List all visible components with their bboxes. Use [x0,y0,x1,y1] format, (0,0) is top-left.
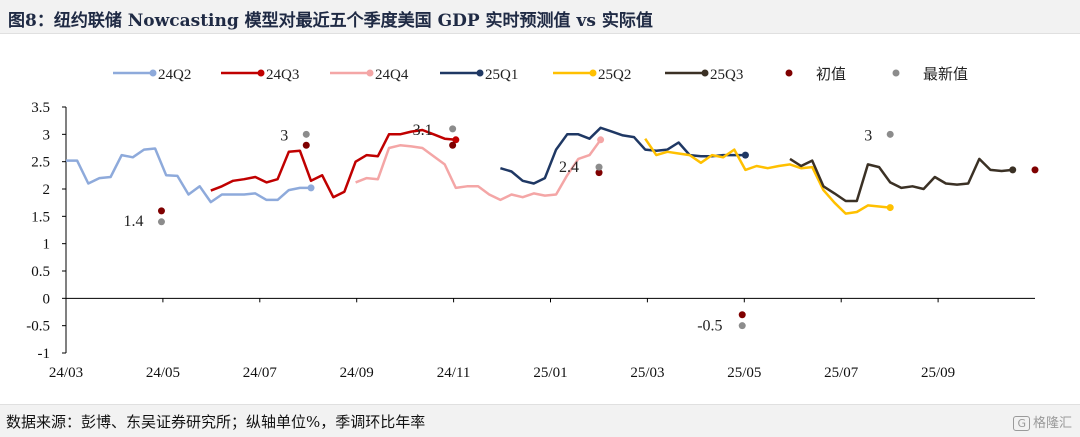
legend-label-25Q2: 25Q2 [598,67,631,83]
y-tick-label: 0 [43,291,51,307]
series-line-24Q4 [355,139,602,202]
line-chart: 24Q2 24Q3 24Q4 25Q1 25Q2 25Q3 初值 最新值 3.5 3 2.5 2 1.5… [26,65,1039,381]
legend-label-24Q2: 24Q2 [158,67,191,83]
series-line-25Q3 [789,157,1013,203]
y-tick-label: -0.5 [26,319,50,335]
series-24Q4 [355,136,605,202]
watermark-text: 格隆汇 [1032,416,1072,431]
marker-point-最新值 [595,163,603,171]
series-25Q3 [789,157,1017,203]
series-end-marker-25Q2 [886,204,894,212]
series-25Q1 [500,126,749,185]
legend-label-24Q4: 24Q4 [375,67,409,83]
x-tick-label: 24/03 [49,365,83,381]
legend-marker-24Q3 [257,69,265,77]
legend-label-24Q3: 24Q3 [266,67,299,83]
x-axis: 24/03 24/05 24/07 24/09 24/11 25/01 25/03 25/05… [49,297,1035,381]
marker-point-初值 [595,169,603,177]
chart-title-bar: 图8：纽约联储 Nowcasting 模型对最近五个季度美国 GDP 实时预测值… [0,0,1080,34]
watermark-logo-icon: G [1013,416,1030,431]
data-label: 3 [864,127,872,144]
watermark: G 格隆汇 [1013,412,1072,431]
marker-point-最新值 [886,130,894,138]
legend-label-初值: 初值 [816,65,846,83]
legend: 24Q2 24Q3 24Q4 25Q1 25Q2 25Q3 初值 最新值 [113,65,968,83]
y-tick-label: 1 [43,237,51,253]
y-tick-label: -1 [38,346,51,362]
series-end-marker-24Q4 [597,136,605,144]
series-line-24Q2 [66,147,311,204]
legend-marker-初值 [785,69,793,77]
y-tick-label: 1.5 [31,209,50,225]
legend-marker-24Q2 [149,69,157,77]
x-tick-label: 24/11 [437,365,471,381]
legend-label-25Q3: 25Q3 [710,67,743,83]
legend-marker-25Q2 [589,69,597,77]
legend-marker-25Q3 [701,69,709,77]
x-tick-label: 24/07 [243,365,278,381]
series-end-marker-25Q3 [1009,166,1017,174]
x-tick-label: 24/09 [340,365,374,381]
legend-marker-最新值 [892,69,900,77]
marker-point-最新值 [738,322,746,330]
marker-point-初值 [302,141,310,149]
chart-title: 图8：纽约联储 Nowcasting 模型对最近五个季度美国 GDP 实时预测值… [8,11,653,31]
y-tick-label: 2 [43,182,51,198]
marker-point-初值 [157,207,165,215]
legend-label-25Q1: 25Q1 [485,67,518,83]
x-tick-label: 25/05 [727,365,761,381]
marker-point-最新值 [449,125,457,133]
y-axis: 3.5 3 2.5 2 1.5 1 0.5 0 -0.5 -1 [26,100,67,362]
series-line-25Q1 [500,126,746,185]
marker-point-初值 [449,141,457,149]
x-tick-label: 25/01 [533,365,567,381]
data-label: -0.5 [697,318,722,335]
series-24Q2 [66,147,315,204]
legend-marker-25Q1 [476,69,484,77]
y-tick-label: 3 [43,127,51,143]
y-tick-label: 2.5 [31,155,50,171]
x-tick-label: 24/05 [146,365,180,381]
data-label: 1.4 [123,213,143,230]
data-label: 3.1 [413,122,433,139]
data-label: 3 [280,127,288,144]
series-25Q2 [644,137,894,215]
marker-point-初值 [738,311,746,319]
series-end-marker-24Q3 [452,136,460,144]
x-tick-label: 25/09 [921,365,955,381]
legend-label-最新值: 最新值 [923,65,968,83]
series-line-25Q2 [644,137,891,215]
source-note: 数据来源：彭博、东吴证券研究所；纵轴单位%，季调环比年率 [6,413,426,431]
source-footer: 数据来源：彭博、东吴证券研究所；纵轴单位%，季调环比年率 G 格隆汇 [0,404,1080,437]
legend-marker-24Q4 [366,69,374,77]
marker-point-最新值 [157,218,165,226]
marker-point-初值 [1031,166,1039,174]
x-tick-label: 25/03 [630,365,664,381]
data-label: 2.4 [559,159,579,176]
x-tick-label: 25/07 [824,365,859,381]
series-end-marker-24Q2 [307,184,315,192]
y-tick-label: 0.5 [31,264,50,280]
marker-point-最新值 [302,130,310,138]
series-end-marker-25Q1 [741,151,749,159]
series-24Q3 [210,128,460,199]
y-tick-label: 3.5 [31,100,50,116]
series-line-24Q3 [210,128,456,199]
markers-初值 [157,141,1039,319]
markers-最新值 [157,125,894,330]
annotations: 1.4 3 3.1 2.4 -0.5 3 [123,122,872,335]
